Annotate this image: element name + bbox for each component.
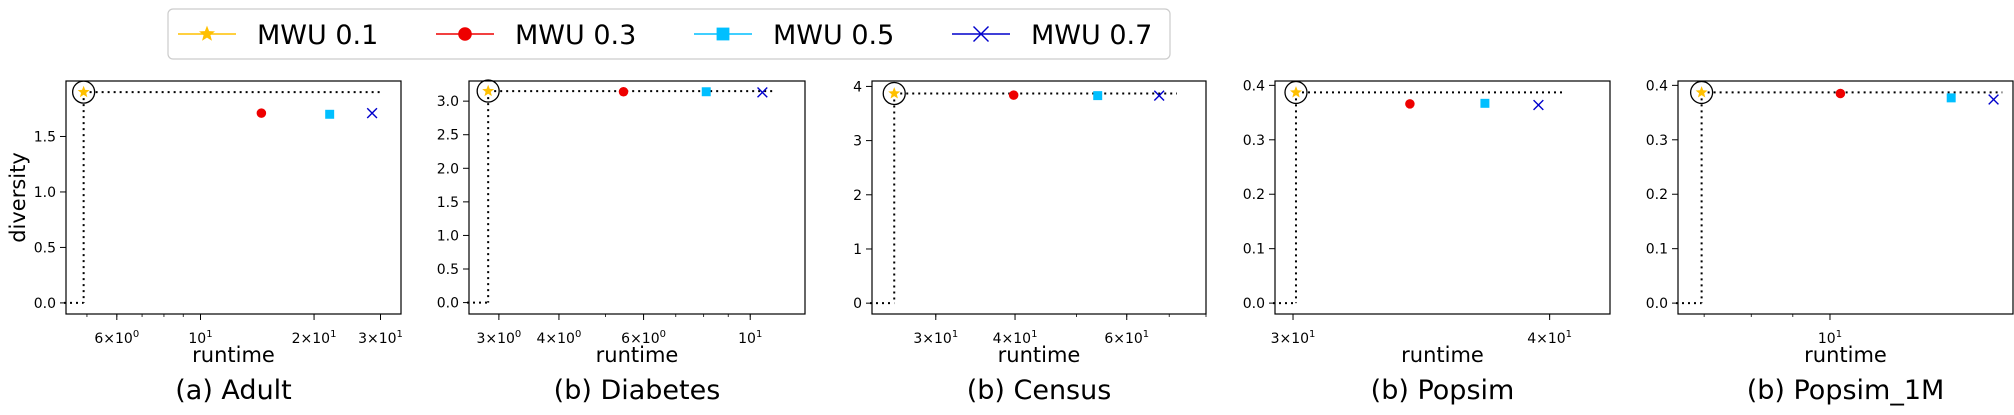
data-point-circle	[618, 86, 629, 97]
data-point-star	[1695, 86, 1708, 98]
data-point-x	[757, 87, 768, 98]
legend-item: MWU 0.1	[178, 20, 378, 51]
panel-caption: (b) Diabetes	[554, 375, 721, 406]
y-tick-label: 0	[853, 296, 862, 312]
x-tick-label: 4×100	[537, 329, 582, 347]
best-point-highlight-ring	[882, 81, 906, 106]
chart-panel: 6×100 101 2×101 3×1010.00.51.01.5runtime(a)…	[6, 80, 403, 406]
x-tick-label: 6×101	[1104, 329, 1149, 347]
data-point-star	[888, 87, 901, 99]
x-tick-label: 3×101	[358, 329, 403, 347]
y-axis-label: diversity	[6, 152, 30, 243]
panel-caption: (a) Adult	[175, 375, 292, 406]
data-point-square	[1093, 91, 1103, 101]
legend-item: MWU 0.5	[694, 20, 894, 51]
x-tick-label: 2×101	[292, 329, 337, 347]
data-point-circle	[1008, 90, 1019, 100]
y-tick-label: 2.5	[437, 128, 459, 144]
y-tick-label: 0.4	[1243, 78, 1265, 94]
y-tick-label: 1.0	[34, 185, 56, 201]
data-point-star	[482, 84, 495, 97]
best-point-highlight-ring	[476, 79, 500, 103]
data-point-x	[1153, 90, 1165, 102]
y-tick-label: 0.0	[437, 296, 459, 312]
x-axis-label: runtime	[1804, 343, 1887, 367]
panel-caption: (b) Census	[967, 375, 1112, 406]
panel-caption: (b) Popsim_1M	[1747, 375, 1945, 406]
y-tick-label: 3	[853, 134, 862, 150]
data-point-star	[1290, 86, 1302, 98]
data-point-circle	[256, 108, 267, 118]
y-tick-label: 0.2	[1243, 187, 1265, 203]
x-tick-label: 3×101	[1271, 329, 1316, 347]
x-axis-label: runtime	[1401, 343, 1484, 367]
x-tick-label: 6×100	[621, 329, 666, 347]
x-tick-label: 3×100	[476, 329, 521, 347]
legend-item: MWU 0.7	[952, 20, 1152, 51]
axes-frame	[468, 80, 806, 315]
legend-label: MWU 0.7	[1031, 20, 1152, 51]
data-point-x	[1988, 94, 1999, 105]
data-point-x	[1533, 99, 1544, 111]
y-tick-label: 0.5	[437, 262, 459, 278]
x-axis-label: runtime	[998, 343, 1081, 367]
legend-marker-circle-icon	[458, 27, 472, 41]
legend-label: MWU 0.3	[515, 20, 636, 51]
axes-frame	[1677, 80, 2014, 315]
y-tick-label: 0.1	[1646, 242, 1668, 258]
y-tick-label: 0.0	[1243, 296, 1265, 312]
chart-panel: 3×100 4×100 6×100 101 0.0 0.5 1.0 1.5 2.0 2.5 3.0 r…	[437, 79, 806, 406]
legend-label: MWU 0.1	[257, 20, 378, 51]
y-tick-label: 2	[853, 188, 862, 204]
axes-frame	[65, 80, 402, 315]
legend-item: MWU 0.3	[436, 20, 636, 51]
data-point-square	[1946, 93, 1956, 103]
y-tick-label: 0.1	[1243, 242, 1265, 258]
y-tick-label: 1.0	[437, 228, 459, 244]
legend: MWU 0.1 MWU 0.3 MWU 0.5 MWU 0.7	[167, 8, 1171, 60]
chart-panel: 3×101 4×101 0.0 0.1 0.2 0.3 0.4 runtime (b) Pops…	[1243, 78, 1611, 406]
y-tick-label: 1.5	[437, 195, 459, 211]
y-tick-label: 3.0	[437, 94, 459, 110]
legend-marker-square-icon	[716, 27, 730, 41]
legend-frame	[167, 8, 1171, 60]
data-point-circle	[1405, 99, 1415, 109]
data-point-square	[325, 109, 335, 119]
x-axis-label: runtime	[596, 343, 679, 367]
legend-label: MWU 0.5	[773, 20, 894, 51]
data-point-star	[77, 85, 90, 98]
x-tick-label: 4×101	[1527, 329, 1572, 347]
y-tick-label: 0.4	[1646, 78, 1668, 94]
x-tick-label: 101	[738, 329, 762, 347]
data-point-square	[701, 87, 711, 97]
x-tick-label: 4×101	[993, 329, 1038, 347]
chart-panel: 3×101 4×101 6×101 0 1 2 3 4 runtime (b) Census	[853, 79, 1207, 406]
data-point-circle	[1835, 88, 1846, 99]
panel-caption: (b) Popsim	[1371, 375, 1515, 406]
y-tick-label: 0.3	[1243, 133, 1265, 149]
y-tick-label: 0.3	[1646, 133, 1668, 149]
legend-marker-x-icon	[973, 26, 989, 42]
y-tick-label: 0.0	[1646, 296, 1668, 312]
y-tick-label: 4	[853, 79, 862, 95]
y-tick-label: 0.2	[1646, 187, 1668, 203]
y-tick-label: 0.5	[34, 240, 56, 256]
x-tick-label: 3×101	[913, 329, 958, 347]
axes-frame	[871, 80, 1207, 315]
axes-frame	[1274, 80, 1611, 315]
y-tick-label: 2.0	[437, 161, 459, 177]
y-tick-label: 0.0	[34, 296, 56, 312]
y-tick-label: 1.5	[34, 129, 56, 145]
data-point-x	[366, 107, 378, 119]
x-tick-label: 6×100	[94, 329, 139, 347]
legend-marker-star-icon	[199, 25, 215, 41]
y-tick-label: 1	[853, 242, 862, 258]
data-point-square	[1480, 98, 1490, 108]
x-axis-label: runtime	[192, 343, 275, 367]
